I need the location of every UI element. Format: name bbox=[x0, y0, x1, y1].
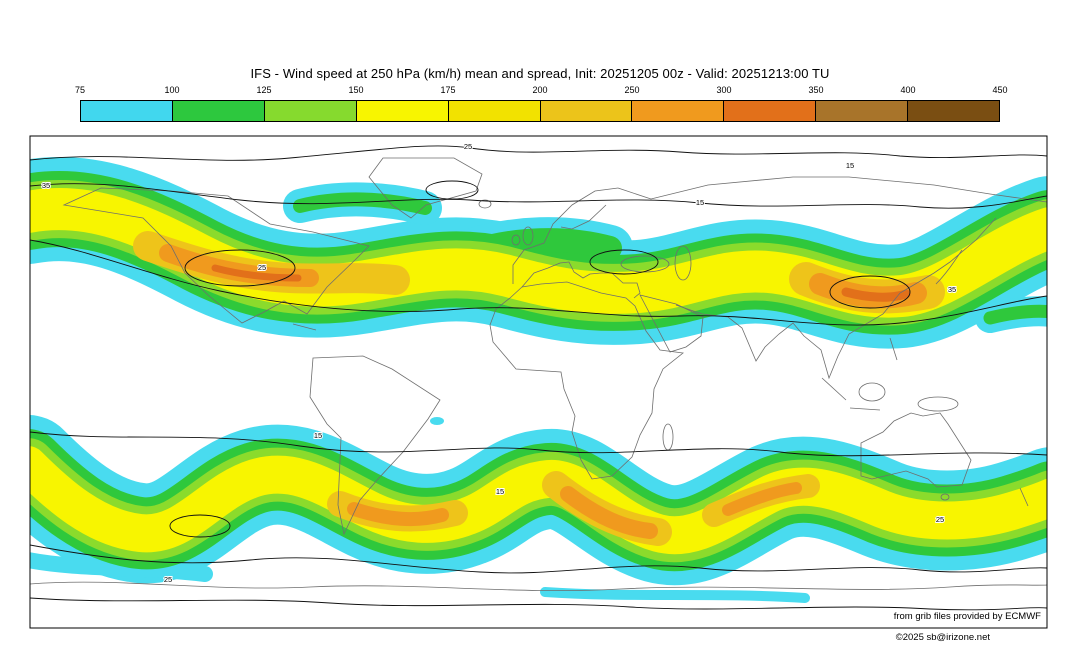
coastline-greenland bbox=[368, 157, 483, 219]
colorbar-segment bbox=[540, 101, 633, 121]
coastline-cuba bbox=[292, 323, 317, 331]
colorbar bbox=[80, 100, 1000, 122]
spread-contour-loop bbox=[829, 275, 911, 309]
spread-contour bbox=[30, 597, 1047, 611]
coastline-uk bbox=[522, 226, 534, 246]
coastline-africa bbox=[489, 281, 684, 480]
colorbar-tick-label: 100 bbox=[164, 85, 180, 95]
colorbar-tick-label: 75 bbox=[74, 85, 86, 95]
colorbar-segment bbox=[356, 101, 449, 121]
jet-south-band-150 bbox=[30, 446, 1047, 555]
spread-contour bbox=[30, 183, 1047, 209]
colorbar-tick-label: 150 bbox=[348, 85, 364, 95]
coastline-antarctica bbox=[30, 581, 1047, 591]
chart-title: IFS - Wind speed at 250 hPa (km/h) mean … bbox=[250, 66, 830, 81]
coastline-black-sea bbox=[620, 255, 670, 273]
contour-label: 15 bbox=[496, 487, 504, 496]
core-south3-250 bbox=[722, 482, 802, 516]
spread-contour bbox=[30, 145, 1047, 161]
coastline-north-america bbox=[62, 187, 370, 324]
coastline-arabia bbox=[639, 294, 704, 353]
coastline-south-america bbox=[309, 355, 441, 536]
colorbar-segment bbox=[632, 101, 725, 121]
spread-contour-loop bbox=[425, 180, 479, 200]
credit-ecmwf: from grib files provided by ECMWF bbox=[894, 611, 1041, 622]
spread-contour bbox=[30, 239, 1047, 326]
coastline-europe-west bbox=[512, 187, 619, 284]
colorbar-segment bbox=[264, 101, 357, 121]
credit-copyright: ©2025 sb@irizone.net bbox=[896, 632, 991, 643]
map-border bbox=[29, 135, 1048, 629]
colorbar-tick-label: 350 bbox=[808, 85, 824, 95]
spread-contour bbox=[30, 544, 1047, 574]
spread-contour-loop bbox=[169, 514, 231, 538]
patch-south-low2 bbox=[540, 587, 810, 603]
colorbar-segment bbox=[724, 101, 817, 121]
contour-label: 15 bbox=[846, 161, 854, 170]
core-eastasia-300 bbox=[841, 287, 911, 302]
contour-label: 15 bbox=[696, 198, 704, 207]
spread-contour bbox=[30, 431, 1047, 457]
contour-label: 25 bbox=[164, 575, 172, 584]
patch-east-mid-100 bbox=[983, 304, 1047, 325]
coastline-ireland bbox=[511, 234, 521, 246]
spread-contours bbox=[30, 145, 1047, 611]
contour-label: 25 bbox=[464, 142, 472, 151]
contour-label: 35 bbox=[948, 285, 956, 294]
spread-contour-loop bbox=[184, 249, 296, 287]
colorbar-tick-label: 175 bbox=[440, 85, 456, 95]
coastline-sumatra bbox=[821, 377, 847, 401]
patch-arctic-100 bbox=[293, 192, 432, 215]
coastline-mediterranean bbox=[521, 261, 641, 299]
colorbar-segment bbox=[172, 101, 265, 121]
contour-labels: 35 25 15 35 25 15 15 25 15 25 bbox=[41, 141, 957, 585]
coastlines bbox=[30, 157, 1047, 591]
colorbar-segment bbox=[816, 101, 909, 121]
coastline-asia-north bbox=[617, 176, 1047, 203]
colorbar-tick-label: 300 bbox=[716, 85, 732, 95]
core-natlantic-300 bbox=[211, 264, 302, 282]
patch-south-low1 bbox=[30, 552, 213, 582]
patch-equator-spot bbox=[430, 417, 444, 425]
spread-contour-loop bbox=[589, 249, 659, 275]
contour-label: 35 bbox=[42, 181, 50, 190]
coastline-asia-east bbox=[675, 217, 997, 380]
coastline-baltic bbox=[560, 204, 607, 230]
colorbar-tick-label: 450 bbox=[992, 85, 1008, 95]
coastline-australia bbox=[860, 412, 972, 488]
colorbar-tick-label: 125 bbox=[256, 85, 272, 95]
core-south1-250 bbox=[347, 502, 449, 527]
colorbar-ticks: 75 100 125 150 175 200 250 300 350 400 450 bbox=[75, 85, 1008, 97]
colorbar-segment bbox=[908, 101, 1000, 121]
coastline-tasmania bbox=[940, 493, 950, 501]
coastline-new-guinea bbox=[917, 396, 959, 412]
coastline-japan bbox=[935, 249, 963, 285]
colorbar-tick-label: 200 bbox=[532, 85, 548, 95]
coastline-new-zealand bbox=[1019, 487, 1029, 507]
coastline-madagascar bbox=[662, 423, 674, 451]
core-south2-250 bbox=[560, 486, 658, 539]
coastline-java bbox=[849, 407, 881, 411]
colorbar-tick-label: 400 bbox=[900, 85, 916, 95]
coastline-borneo bbox=[858, 382, 886, 402]
contour-label: 15 bbox=[314, 431, 322, 440]
wind-speed-bands bbox=[30, 157, 1047, 603]
colorbar-tick-label: 250 bbox=[624, 85, 640, 95]
colorbar-segment bbox=[81, 101, 173, 121]
coastline-caspian-sea bbox=[674, 245, 692, 281]
coastline-philippines bbox=[889, 337, 898, 361]
contour-label: 25 bbox=[258, 263, 266, 272]
colorbar-segment bbox=[448, 101, 541, 121]
contour-label: 25 bbox=[936, 515, 944, 524]
coastline-iceland bbox=[478, 199, 492, 209]
